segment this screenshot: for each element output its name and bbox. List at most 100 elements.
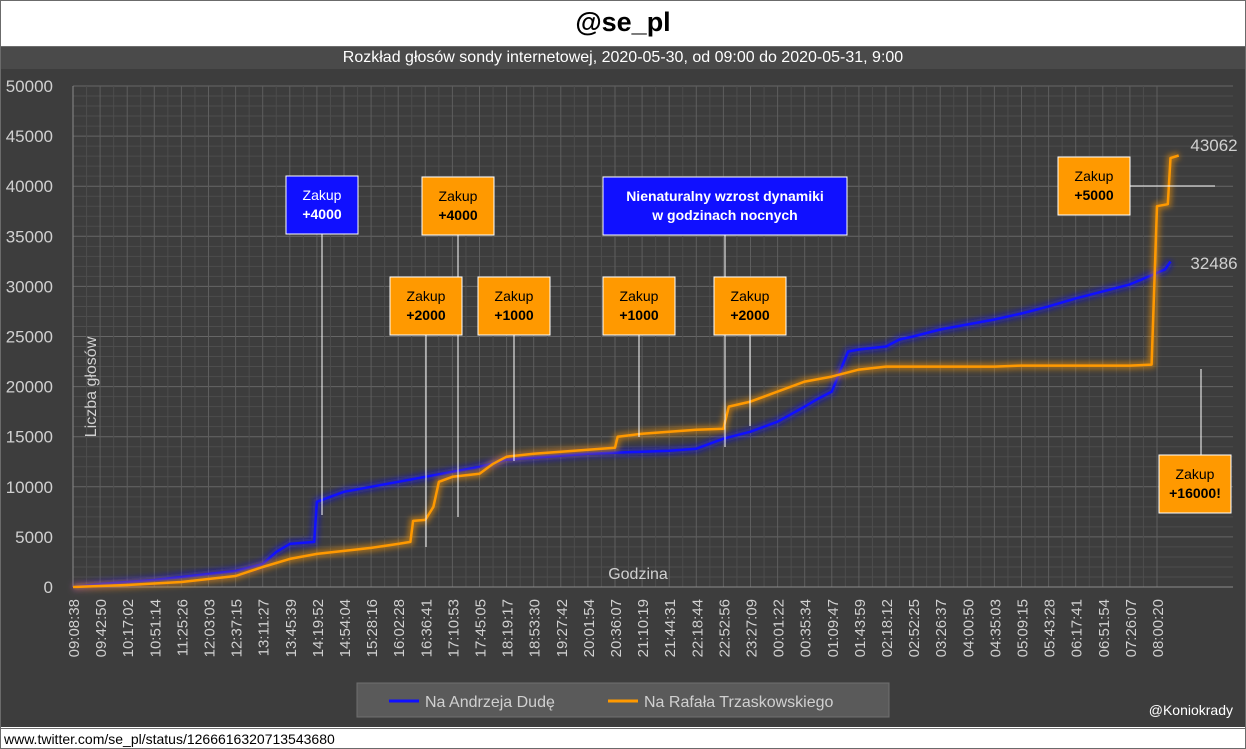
annotations: Zakup +4000 Zakup +4000 Zakup +2000 Zakup +1000… <box>285 156 1232 514</box>
annotation-line2: +2000 <box>730 307 770 323</box>
annotation-line2: +5000 <box>1074 187 1114 203</box>
x-tick-label: 00:01:22 <box>771 599 788 657</box>
x-tick-label: 13:11:27 <box>256 599 273 656</box>
y-axis-label: Liczba głosów <box>83 336 100 437</box>
x-tick-label: 00:35:34 <box>798 599 815 657</box>
end-label-duda: 32486 <box>1190 254 1237 273</box>
annotation-box <box>713 276 787 336</box>
annotation-callout: Zakup +2000 <box>713 276 787 336</box>
x-tick-label: 17:10:53 <box>445 599 462 657</box>
x-tick-label: 03:26:37 <box>933 599 950 657</box>
annotation-callout: Zakup +5000 <box>1057 156 1131 216</box>
x-tick-label: 06:17:41 <box>1069 599 1086 657</box>
legend: Na Andrzeja Dudę Na Rafała Trzaskowskieg… <box>356 682 890 718</box>
x-tick-label: 08:00:20 <box>1150 599 1167 657</box>
annotation-box <box>1057 156 1131 216</box>
x-tick-label: 19:27:42 <box>554 599 571 657</box>
annotation-callout: Zakup +4000 <box>285 175 359 235</box>
annotation-box <box>602 276 676 336</box>
annotation-line2: +16000! <box>1169 485 1221 501</box>
x-tick-label: 22:18:44 <box>689 599 706 657</box>
x-tick-label: 04:35:03 <box>987 599 1004 657</box>
grid-lines <box>72 85 1233 588</box>
y-tick-label: 30000 <box>6 277 53 296</box>
y-tick-label: 45000 <box>6 127 53 146</box>
annotation-box <box>421 176 495 236</box>
x-tick-label: 18:19:17 <box>500 599 517 657</box>
x-tick-label: 22:52:56 <box>716 599 733 657</box>
annotation-callout: Zakup +4000 <box>421 176 495 236</box>
y-tick-label: 20000 <box>6 378 53 397</box>
annotation-box <box>477 276 551 336</box>
x-tick-label: 04:00:50 <box>960 599 977 657</box>
end-label-trzaskowski: 43062 <box>1190 136 1237 155</box>
series-lines <box>72 152 1180 591</box>
x-tick-label: 02:52:25 <box>906 599 923 657</box>
x-tick-label: 15:28:16 <box>364 599 381 657</box>
line-chart: 0 5000 10000 15000 20000 25000 30000 35000 40000… <box>1 69 1245 727</box>
x-tick-label: 05:43:28 <box>1042 599 1059 657</box>
annotation-line2: +1000 <box>619 307 659 323</box>
y-axis-ticks: 0 5000 10000 15000 20000 25000 30000 35000 40000… <box>6 77 53 597</box>
annotation-line1: Zakup <box>1176 466 1215 482</box>
x-tick-label: 05:09:15 <box>1015 599 1032 657</box>
x-tick-label: 14:19:52 <box>310 599 327 657</box>
annotation-connectors <box>321 185 1215 547</box>
x-axis-label: Godzina <box>608 566 668 583</box>
annotation-line1: Zakup <box>1075 168 1114 184</box>
annotation-line1: Zakup <box>407 288 446 304</box>
x-tick-label: 23:27:09 <box>744 599 761 657</box>
x-tick-label: 21:10:19 <box>635 599 652 657</box>
x-tick-label: 12:37:15 <box>229 599 246 657</box>
series-line-trzaskowski <box>72 154 1180 589</box>
x-tick-label: 13:45:39 <box>283 599 300 657</box>
x-tick-label: 10:17:02 <box>120 599 137 657</box>
annotation-line1: Zakup <box>620 288 659 304</box>
annotation-callout: Zakup +16000! <box>1158 454 1232 514</box>
annotation-box <box>1158 454 1232 514</box>
annotation-line1: Zakup <box>303 187 342 203</box>
y-tick-label: 35000 <box>6 227 53 246</box>
x-tick-label: 02:18:12 <box>879 599 896 657</box>
series-line-duda <box>72 260 1172 589</box>
annotation-line2: +4000 <box>302 206 342 222</box>
annotation-callout: Zakup +1000 <box>602 276 676 336</box>
x-tick-label: 18:53:30 <box>527 599 544 657</box>
x-tick-label: 06:51:54 <box>1096 599 1113 657</box>
legend-label-duda: Na Andrzeja Dudę <box>425 694 555 711</box>
x-tick-label: 20:01:54 <box>581 599 598 657</box>
annotation-callout: Zakup +1000 <box>477 276 551 336</box>
annotation-line1: Nienaturalny wzrost dynamiki <box>626 188 824 204</box>
x-tick-label: 12:03:03 <box>202 599 219 657</box>
y-tick-label: 15000 <box>6 428 53 447</box>
y-tick-label: 40000 <box>6 177 53 196</box>
x-tick-label: 16:02:28 <box>391 599 408 657</box>
x-tick-label: 14:54:04 <box>337 599 354 657</box>
annotation-callout: Nienaturalny wzrost dynamiki w godzinach … <box>602 176 848 236</box>
y-tick-label: 10000 <box>6 478 53 497</box>
annotation-line2: +2000 <box>406 307 446 323</box>
source-url: www.twitter.com/se_pl/status/12666163207… <box>1 728 1245 748</box>
annotation-box <box>602 176 848 236</box>
y-tick-label: 0 <box>44 578 53 597</box>
y-tick-label: 50000 <box>6 77 53 96</box>
x-tick-label: 01:09:47 <box>825 599 842 657</box>
x-tick-label: 16:36:41 <box>418 599 435 657</box>
annotation-callout: Zakup +2000 <box>389 276 463 336</box>
annotation-line2: +4000 <box>438 207 478 223</box>
legend-label-trzaskowski: Na Rafała Trzaskowskiego <box>644 694 834 711</box>
x-tick-label: 01:43:59 <box>852 599 869 657</box>
x-tick-label: 10:51:14 <box>147 599 164 657</box>
chart-subtitle: Rozkład głosów sondy internetowej, 2020-… <box>1 46 1245 70</box>
annotation-line2: +1000 <box>494 307 534 323</box>
y-tick-label: 25000 <box>6 328 53 347</box>
x-tick-label: 09:42:50 <box>93 599 110 657</box>
annotation-box <box>389 276 463 336</box>
credit-text: @Koniokrady <box>1149 702 1233 718</box>
x-tick-label: 09:08:38 <box>66 599 83 657</box>
x-tick-label: 07:26:07 <box>1123 599 1140 657</box>
x-axis-ticks: 09:08:38 09:42:50 10:17:02 10:51:14 11:25:26… <box>66 599 1167 657</box>
x-tick-label: 11:25:26 <box>174 599 191 656</box>
annotation-line1: Zakup <box>439 188 478 204</box>
x-tick-label: 21:44:31 <box>662 599 679 657</box>
